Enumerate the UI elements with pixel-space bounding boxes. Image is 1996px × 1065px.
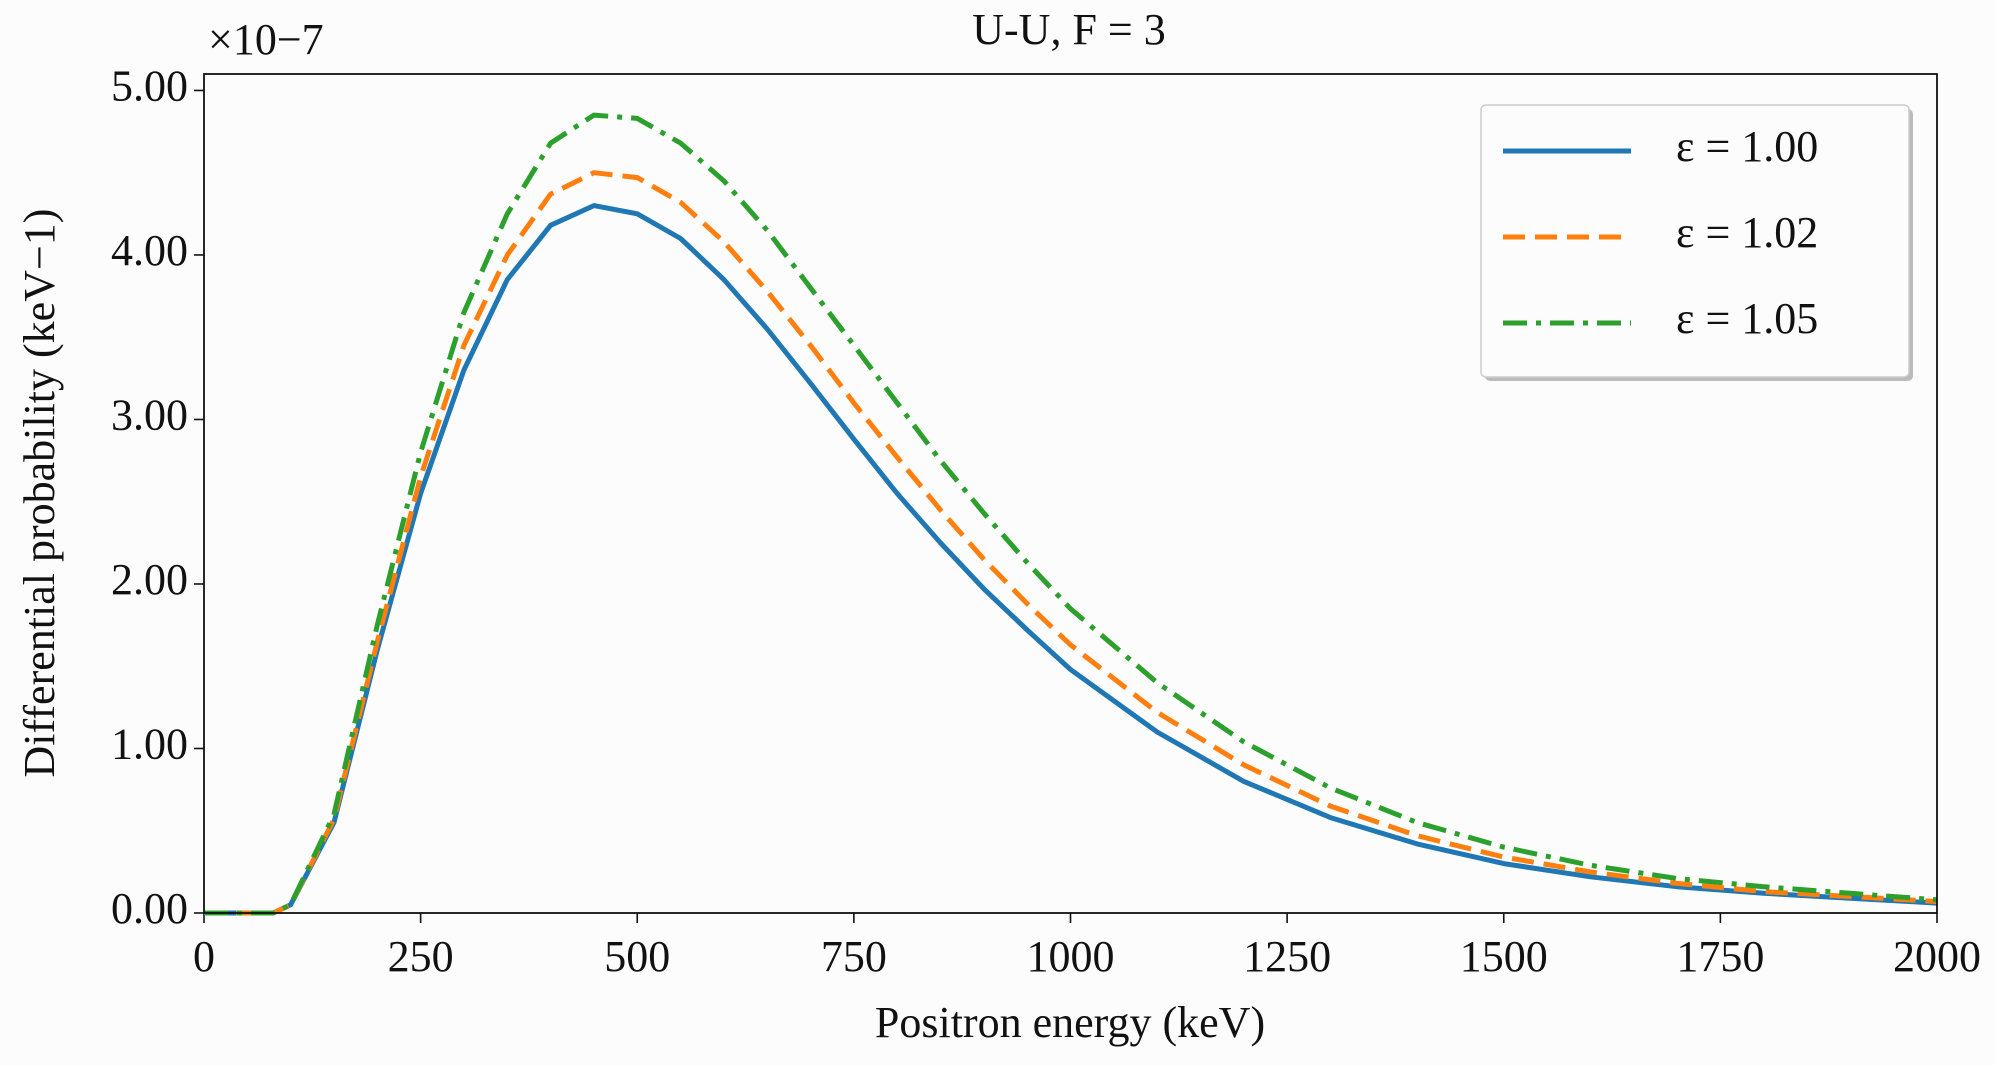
legend-label: ε = 1.00 (1676, 122, 1818, 171)
x-tick-label: 1250 (1243, 932, 1331, 981)
data-line (204, 112, 1938, 916)
chart-title: U-U, F = 3 (972, 5, 1166, 54)
y-axis-label: Differential probability (keV−1) (15, 209, 64, 778)
data-line (204, 170, 1938, 916)
x-tick-label: 2000 (1893, 932, 1981, 981)
axis-multiplier: ×10−7 (208, 15, 324, 64)
y-tick-label: 3.00 (111, 391, 188, 440)
y-tick-label: 2.00 (111, 555, 188, 604)
legend-label: ε = 1.05 (1676, 294, 1818, 343)
x-tick-label: 0 (193, 932, 215, 981)
x-tick-label: 750 (821, 932, 887, 981)
x-tick-label: 1750 (1676, 932, 1764, 981)
y-tick-label: 5.00 (111, 62, 188, 111)
y-tick-label: 4.00 (111, 226, 188, 275)
y-tick-label: 1.00 (111, 720, 188, 769)
x-tick-label: 1500 (1460, 932, 1548, 981)
y-tick-label: 0.00 (111, 884, 188, 933)
plot-frame (203, 73, 1938, 914)
legend-box (1480, 104, 1910, 378)
x-axis-label: Positron energy (keV) (875, 998, 1265, 1047)
x-tick-label: 1000 (1027, 932, 1115, 981)
legend-label: ε = 1.02 (1676, 208, 1818, 257)
x-tick-label: 500 (604, 932, 670, 981)
x-tick-label: 250 (388, 932, 454, 981)
